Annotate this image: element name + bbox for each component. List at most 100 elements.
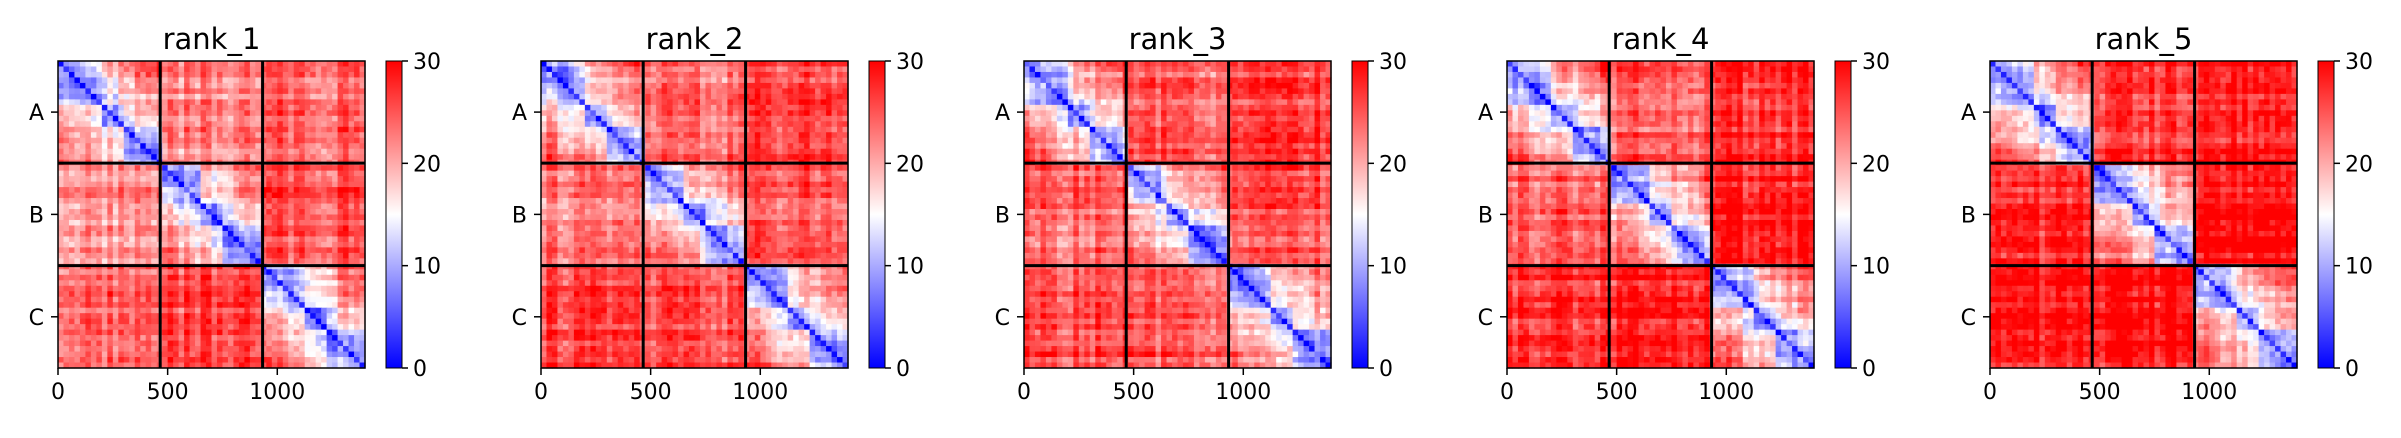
heatmap-cell: [798, 137, 805, 144]
heatmap-cell: [661, 170, 668, 177]
heatmap-cell: [216, 285, 224, 292]
heatmap-cell: [310, 137, 317, 144]
heatmap-cell: [579, 170, 586, 177]
heatmap-cell: [85, 104, 92, 111]
heatmap-cell: [310, 247, 317, 254]
heatmap-cell: [546, 187, 553, 194]
heatmap-cell: [238, 66, 245, 73]
heatmap-cell: [716, 132, 723, 139]
heatmap-cell: [617, 143, 624, 150]
heatmap-cell: [562, 170, 570, 177]
heatmap-cell: [79, 357, 87, 364]
heatmap-cell: [787, 192, 794, 199]
heatmap-cell: [145, 198, 152, 205]
heatmap-cell: [606, 148, 613, 155]
heatmap-cell: [562, 187, 570, 194]
heatmap-cell: [162, 121, 169, 128]
heatmap-cell: [645, 236, 652, 243]
heatmap-cell: [227, 187, 235, 194]
heatmap-cell: [793, 225, 800, 232]
heatmap-cell: [68, 357, 76, 364]
heatmap-cell: [238, 362, 245, 369]
heatmap-cell: [573, 77, 580, 84]
heatmap-cell: [178, 241, 185, 248]
heatmap-cell: [90, 77, 97, 84]
heatmap-cell: [815, 230, 822, 238]
heatmap-cell: [689, 148, 696, 155]
heatmap-cell: [123, 230, 130, 238]
heatmap-cell: [200, 61, 207, 68]
heatmap-cell: [277, 313, 284, 320]
heatmap-cell: [315, 269, 322, 276]
heatmap-cell: [222, 280, 229, 287]
heatmap-cell: [255, 324, 262, 331]
heatmap-cell: [145, 126, 152, 133]
heatmap-cell: [238, 110, 245, 117]
heatmap-cell: [118, 269, 125, 276]
heatmap-cell: [310, 209, 317, 216]
heatmap-cell: [227, 307, 235, 314]
heatmap-cell: [222, 274, 229, 281]
heatmap-cell: [277, 335, 284, 342]
heatmap-cell: [145, 280, 152, 287]
heatmap-cell: [809, 214, 816, 221]
heatmap-cell: [716, 203, 723, 210]
heatmap-cell: [782, 176, 789, 183]
heatmap-cell: [255, 291, 262, 298]
heatmap-cell: [326, 170, 333, 177]
heatmap-cell: [754, 88, 761, 95]
heatmap-cell: [288, 329, 295, 336]
heatmap-cell: [804, 61, 811, 68]
heatmap-cell: [321, 318, 328, 325]
heatmap-cell: [590, 110, 597, 117]
heatmap-cell: [595, 82, 602, 90]
heatmap-cell: [288, 346, 295, 353]
heatmap-cell: [118, 219, 125, 227]
heatmap-cell: [557, 230, 564, 238]
heatmap-cell: [145, 291, 152, 298]
heatmap-cell: [661, 132, 668, 139]
heatmap-cell: [359, 274, 366, 281]
heatmap-cell: [173, 143, 180, 150]
heatmap-cell: [90, 247, 97, 254]
heatmap-cell: [151, 104, 158, 111]
heatmap-cell: [211, 296, 218, 303]
heatmap-cell: [727, 115, 734, 122]
heatmap-cell: [90, 154, 97, 161]
heatmap-cell: [299, 230, 306, 238]
heatmap-cell: [216, 143, 224, 150]
heatmap-cell: [732, 104, 739, 111]
heatmap-cell: [754, 61, 761, 68]
heatmap-cell: [699, 143, 707, 150]
heatmap-cell: [173, 99, 180, 106]
heatmap-cell: [90, 82, 97, 90]
heatmap-cell: [173, 110, 180, 117]
heatmap-cell: [282, 192, 289, 199]
heatmap-cell: [282, 110, 289, 117]
heatmap-cell: [661, 143, 668, 150]
heatmap-cell: [645, 66, 652, 73]
heatmap-cell: [776, 132, 783, 139]
heatmap-cell: [293, 181, 300, 188]
heatmap-cell: [749, 154, 756, 161]
heatmap-cell: [96, 71, 103, 79]
heatmap-cell: [661, 137, 668, 144]
heatmap-cell: [359, 302, 366, 309]
heatmap-cell: [672, 181, 679, 188]
heatmap-cell: [705, 176, 712, 183]
heatmap-cell: [705, 230, 712, 238]
heatmap-cell: [721, 82, 728, 90]
heatmap-cell: [754, 170, 761, 177]
heatmap-cell: [732, 187, 739, 194]
heatmap-cell: [831, 230, 838, 238]
heatmap-cell: [134, 82, 141, 90]
heatmap-cell: [727, 219, 734, 227]
heatmap-cell: [79, 362, 87, 369]
heatmap-cell: [271, 362, 278, 369]
heatmap-cell: [584, 115, 591, 122]
heatmap-cell: [689, 99, 696, 106]
heatmap-cell: [760, 132, 767, 139]
heatmap-cell: [211, 302, 218, 309]
heatmap-cell: [804, 132, 811, 139]
heatmap-cell: [354, 209, 361, 216]
